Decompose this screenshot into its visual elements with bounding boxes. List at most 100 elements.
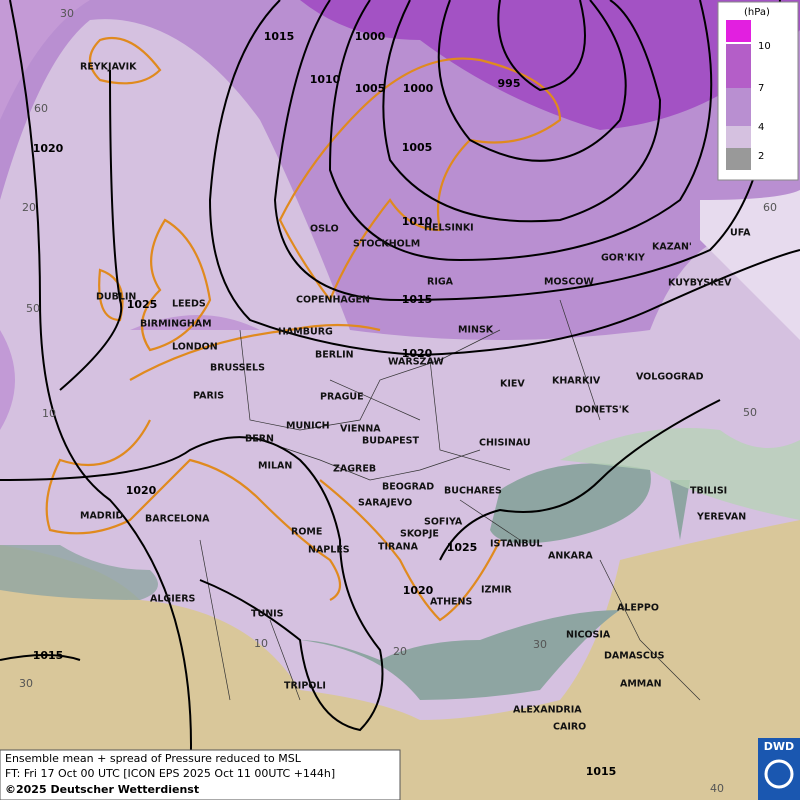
- city-label: DAMASCUS: [604, 651, 665, 662]
- city-label: DUBLIN: [96, 292, 136, 303]
- city-label: CAIRO: [553, 722, 586, 733]
- city-label: KUYBYSKEV: [668, 278, 732, 289]
- isobar: [328, 0, 713, 262]
- spread-4: [700, 190, 800, 340]
- isobar-label: 1015: [264, 30, 295, 43]
- isobar: [439, 399, 721, 561]
- sea: [0, 545, 158, 600]
- city-label: NICOSIA: [566, 630, 611, 641]
- city-label: NAPLES: [308, 545, 350, 556]
- city-label: SKOPJE: [400, 529, 439, 540]
- city-label: BIRMINGHAM: [140, 319, 212, 330]
- city-label: BUCHARES: [444, 486, 502, 497]
- isobar-label: 1025: [447, 541, 478, 554]
- legend-swatch: [726, 20, 751, 42]
- isobar: [9, 0, 192, 781]
- isobar: [0, 436, 384, 732]
- isobar: [208, 0, 800, 357]
- city-label: MADRID: [80, 511, 124, 522]
- isobar-label: 1020: [126, 484, 157, 497]
- city-label: TBILISI: [690, 486, 727, 497]
- isobar-label: 1010: [402, 215, 433, 228]
- city-label: IZMIR: [481, 585, 512, 596]
- footer-line: ©2025 Deutscher Wetterdienst: [5, 783, 199, 796]
- border: [199, 299, 701, 701]
- logo: DWD: [764, 740, 794, 753]
- isobar-label: 1005: [402, 141, 433, 154]
- black-sea: [490, 463, 651, 544]
- city-label: ALGIERS: [150, 594, 196, 605]
- graticule-label: 50: [743, 406, 757, 419]
- graticule-label: 60: [763, 201, 777, 214]
- graticule-label: 30: [60, 7, 74, 20]
- spread-7: [0, 0, 90, 120]
- city-label: ROME: [291, 527, 322, 538]
- caspian-sea: [670, 480, 690, 540]
- isobar: [497, 0, 586, 92]
- legend-swatch: [726, 126, 751, 148]
- city-label: ISTANBUL: [490, 539, 542, 550]
- coastline: [278, 57, 562, 303]
- isobar-label: 1010: [310, 73, 341, 86]
- legend-swatch: [726, 88, 751, 126]
- coastline: [45, 323, 501, 622]
- legend-swatch: [726, 44, 751, 88]
- isobar-label: 1015: [586, 765, 617, 778]
- legend-unit: (hPa): [744, 7, 770, 18]
- graticule-label: 20: [393, 645, 407, 658]
- graticule-label: 30: [19, 677, 33, 690]
- isobar: [59, 69, 123, 391]
- graticule-label: 10: [42, 407, 56, 420]
- city-label: UFA: [730, 228, 751, 239]
- city-label: RIGA: [427, 277, 454, 288]
- footer-line: Ensemble mean + spread of Pressure reduc…: [5, 752, 302, 765]
- city-label: YEREVAN: [696, 512, 746, 523]
- city-label: ZAGREB: [333, 464, 376, 475]
- logo-box: [758, 738, 800, 800]
- city-label: KAZAN': [652, 242, 692, 253]
- city-label: BRUSSELS: [210, 363, 265, 374]
- footer-box: [0, 749, 401, 800]
- city-label: MILAN: [258, 461, 292, 472]
- isobar-label: 995: [498, 77, 521, 90]
- city-label: TIRANA: [378, 542, 419, 553]
- city-label: LONDON: [172, 342, 218, 353]
- city-label: OSLO: [310, 224, 339, 235]
- isobar-label: 1020: [402, 347, 433, 360]
- city-label: AMMAN: [620, 679, 662, 690]
- city-label: TUNIS: [251, 609, 284, 620]
- isobar-label: 1015: [33, 649, 64, 662]
- city-label: STOCKHOLM: [353, 239, 420, 250]
- isobar: [0, 654, 81, 661]
- graticule-label: 50: [26, 302, 40, 315]
- isobar-label: 1005: [355, 82, 386, 95]
- isobar-label: 1000: [355, 30, 386, 43]
- city-label: ALEPPO: [617, 603, 659, 614]
- footer-line: FT: Fri 17 Oct 00 UTC [ICON EPS 2025 Oct…: [5, 767, 335, 780]
- city-label: MOSCOW: [544, 277, 594, 288]
- graticule-label: 20: [22, 201, 36, 214]
- city-label: MUNICH: [286, 421, 330, 432]
- city-label: HAMBURG: [278, 327, 333, 338]
- city-label: GOR'KIY: [601, 253, 645, 264]
- isobar-label: 1000: [403, 82, 434, 95]
- graticule-label: 40: [710, 782, 724, 795]
- city-label: KIEV: [500, 379, 525, 390]
- sea: [300, 610, 620, 700]
- city-label: BERN: [245, 434, 274, 445]
- city-label: WARSZAW: [388, 357, 444, 368]
- city-label: PRAGUE: [320, 392, 364, 403]
- city-label: DONETS'K: [575, 405, 630, 416]
- legend-level: 10: [758, 41, 771, 52]
- isobar: [382, 0, 662, 223]
- spread-10: [300, 0, 800, 130]
- coastline: [88, 36, 162, 85]
- isobar-label: 1015: [402, 293, 433, 306]
- city-label: KHARKIV: [552, 376, 601, 387]
- legend-level: 7: [758, 83, 764, 94]
- city-label: TRIPOLI: [284, 681, 326, 692]
- city-label: SARAJEVO: [358, 498, 412, 509]
- graticule-label: 60: [34, 102, 48, 115]
- city-label: BERLIN: [315, 350, 354, 361]
